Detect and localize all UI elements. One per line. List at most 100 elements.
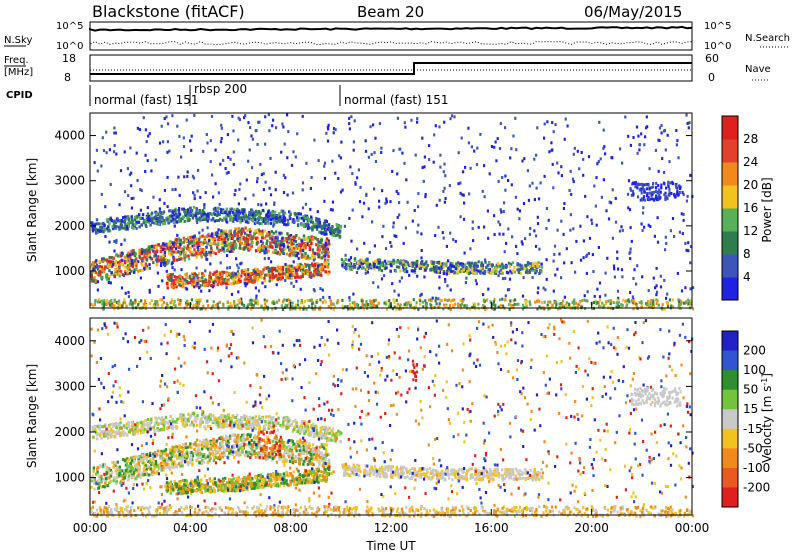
power-echo bbox=[528, 269, 531, 272]
power-echo bbox=[643, 190, 646, 194]
power-echo-sparse bbox=[516, 207, 519, 211]
power-echo bbox=[442, 272, 446, 275]
power-echo-near bbox=[93, 303, 97, 307]
power-echo-sparse bbox=[372, 281, 375, 285]
power-echo-sparse bbox=[560, 219, 563, 223]
power-echo bbox=[234, 274, 238, 278]
frequency-line bbox=[90, 62, 692, 75]
power-echo-near bbox=[395, 298, 398, 302]
power-echo bbox=[641, 187, 644, 190]
power-echo-near bbox=[489, 300, 492, 304]
power-echo bbox=[278, 252, 282, 256]
power-echo-sparse bbox=[258, 120, 261, 124]
power-echo bbox=[280, 218, 284, 222]
power-echo bbox=[304, 252, 307, 255]
power-echo-sparse bbox=[396, 116, 399, 120]
power-echo-near bbox=[565, 301, 568, 305]
power-echo-sparse bbox=[543, 122, 546, 126]
power-echo-sparse bbox=[689, 287, 692, 291]
power-echo-sparse bbox=[249, 126, 252, 130]
power-echo bbox=[296, 251, 299, 255]
power-echo-sparse bbox=[442, 189, 445, 193]
power-echo-sparse bbox=[302, 219, 305, 223]
power-echo-sparse bbox=[310, 176, 313, 179]
power-echo bbox=[265, 251, 268, 255]
power-echo-near bbox=[108, 300, 111, 304]
power-echo-sparse bbox=[560, 165, 563, 169]
power-echo-sparse bbox=[166, 175, 169, 179]
power-echo-sparse bbox=[536, 215, 539, 219]
power-echo bbox=[184, 273, 187, 276]
power-echo bbox=[109, 263, 112, 267]
velocity-echo bbox=[127, 467, 131, 471]
power-echo-sparse bbox=[373, 151, 376, 155]
power-echo bbox=[311, 220, 314, 224]
power-echo bbox=[105, 258, 108, 262]
power-echo bbox=[434, 265, 437, 269]
power-echo bbox=[95, 230, 98, 234]
power-echo-near bbox=[199, 298, 202, 302]
power-echo-sparse bbox=[545, 258, 548, 262]
power-echo bbox=[323, 245, 326, 249]
power-echo bbox=[640, 187, 643, 191]
power-echo bbox=[149, 247, 153, 251]
power-echo-sparse bbox=[501, 297, 504, 301]
power-echo bbox=[634, 185, 637, 189]
power-echo bbox=[143, 266, 146, 270]
power-echo bbox=[90, 277, 94, 281]
power-echo-near bbox=[309, 299, 312, 302]
power-echo bbox=[141, 213, 145, 217]
power-echo bbox=[316, 238, 320, 241]
power-echo-sparse bbox=[641, 228, 644, 232]
power-echo bbox=[157, 220, 160, 223]
power-echo bbox=[286, 240, 289, 244]
power-echo bbox=[496, 262, 500, 266]
power-echo bbox=[112, 256, 116, 260]
power-echo-sparse bbox=[212, 217, 215, 221]
power-echo-sparse bbox=[434, 234, 437, 237]
power-echo bbox=[167, 259, 171, 263]
power-echo-sparse bbox=[463, 251, 466, 255]
power-echo-sparse bbox=[281, 248, 284, 252]
power-echo bbox=[299, 212, 303, 216]
power-echo-sparse bbox=[433, 133, 436, 137]
power-echo-near bbox=[446, 299, 449, 303]
power-echo-sparse bbox=[682, 218, 685, 222]
power-echo bbox=[643, 198, 646, 202]
power-echo-sparse bbox=[185, 118, 188, 122]
power-echo bbox=[124, 272, 127, 275]
power-echo bbox=[264, 273, 267, 277]
power-echo bbox=[219, 282, 223, 286]
power-echo-sparse bbox=[176, 233, 179, 237]
power-echo-near bbox=[409, 301, 412, 305]
power-echo-sparse bbox=[552, 259, 555, 263]
power-echo bbox=[502, 266, 505, 270]
freq-panel: Freq. [MHz] 18 8 60 0 Nave bbox=[4, 52, 771, 84]
power-echo bbox=[343, 265, 347, 269]
power-echo bbox=[133, 263, 137, 267]
power-echo bbox=[230, 234, 234, 238]
power-echo-near bbox=[256, 299, 259, 303]
power-echo bbox=[276, 275, 280, 278]
power-echo bbox=[138, 213, 141, 217]
power-echo bbox=[108, 255, 111, 259]
power-echo bbox=[195, 255, 199, 259]
velocity-echo bbox=[109, 468, 113, 472]
power-echo bbox=[145, 216, 149, 220]
power-echo-sparse bbox=[467, 126, 470, 130]
power-echo bbox=[307, 235, 311, 239]
power-echo-sparse bbox=[564, 117, 567, 121]
velocity-echo bbox=[157, 449, 160, 453]
power-echo-sparse bbox=[645, 183, 649, 186]
power-echo-sparse bbox=[167, 122, 170, 126]
power-echo-near bbox=[444, 298, 447, 302]
power-echo bbox=[180, 257, 183, 261]
power-echo-sparse bbox=[445, 244, 448, 248]
power-echo bbox=[324, 261, 327, 265]
power-echo-sparse bbox=[553, 253, 556, 256]
power-echo bbox=[367, 267, 370, 270]
power-echo-sparse bbox=[385, 200, 388, 204]
power-echo bbox=[324, 243, 327, 247]
power-echo-sparse bbox=[364, 139, 367, 143]
power-echo bbox=[111, 273, 114, 276]
